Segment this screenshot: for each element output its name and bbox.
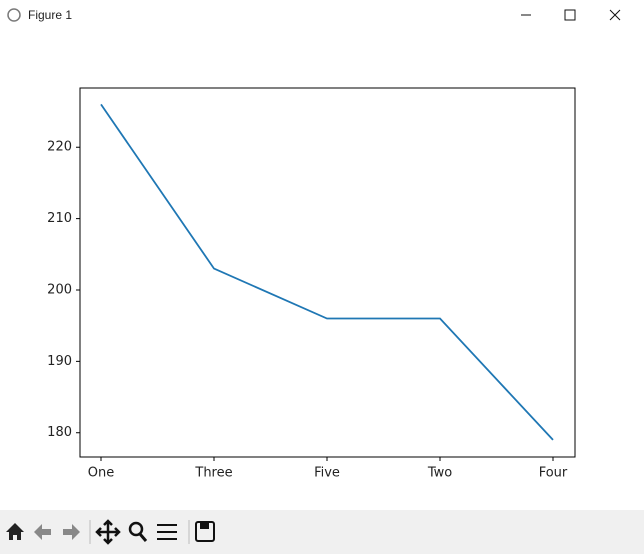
- home-button[interactable]: [6, 523, 24, 540]
- back-button[interactable]: [34, 524, 51, 540]
- configure-button[interactable]: [157, 524, 177, 540]
- y-tick-label: 200: [47, 282, 72, 297]
- y-tick-label: 190: [47, 354, 72, 369]
- title-bar: [0, 0, 644, 30]
- zoom-button[interactable]: [128, 521, 144, 537]
- zoom-handle: [138, 533, 148, 542]
- y-tick-label: 180: [47, 425, 72, 440]
- app-icon: [7, 8, 21, 22]
- x-tick-label: Four: [539, 466, 568, 481]
- x-tick-label: Three: [194, 466, 232, 481]
- maximize-button[interactable]: [564, 9, 576, 21]
- y-tick-label: 220: [47, 140, 72, 155]
- forward-button[interactable]: [63, 524, 80, 540]
- data-line: [100, 103, 554, 441]
- x-tick-label: One: [88, 466, 114, 481]
- axes-frame: [79, 87, 576, 458]
- close-button[interactable]: [609, 9, 621, 21]
- save-button[interactable]: [195, 521, 215, 542]
- x-tick-label: Two: [427, 466, 452, 481]
- pan-button[interactable]: [95, 519, 121, 545]
- y-tick-label: 210: [47, 211, 72, 226]
- save-icon-detail: [200, 523, 209, 529]
- x-tick-label: Five: [314, 466, 340, 481]
- window-title: Figure 1: [28, 8, 72, 22]
